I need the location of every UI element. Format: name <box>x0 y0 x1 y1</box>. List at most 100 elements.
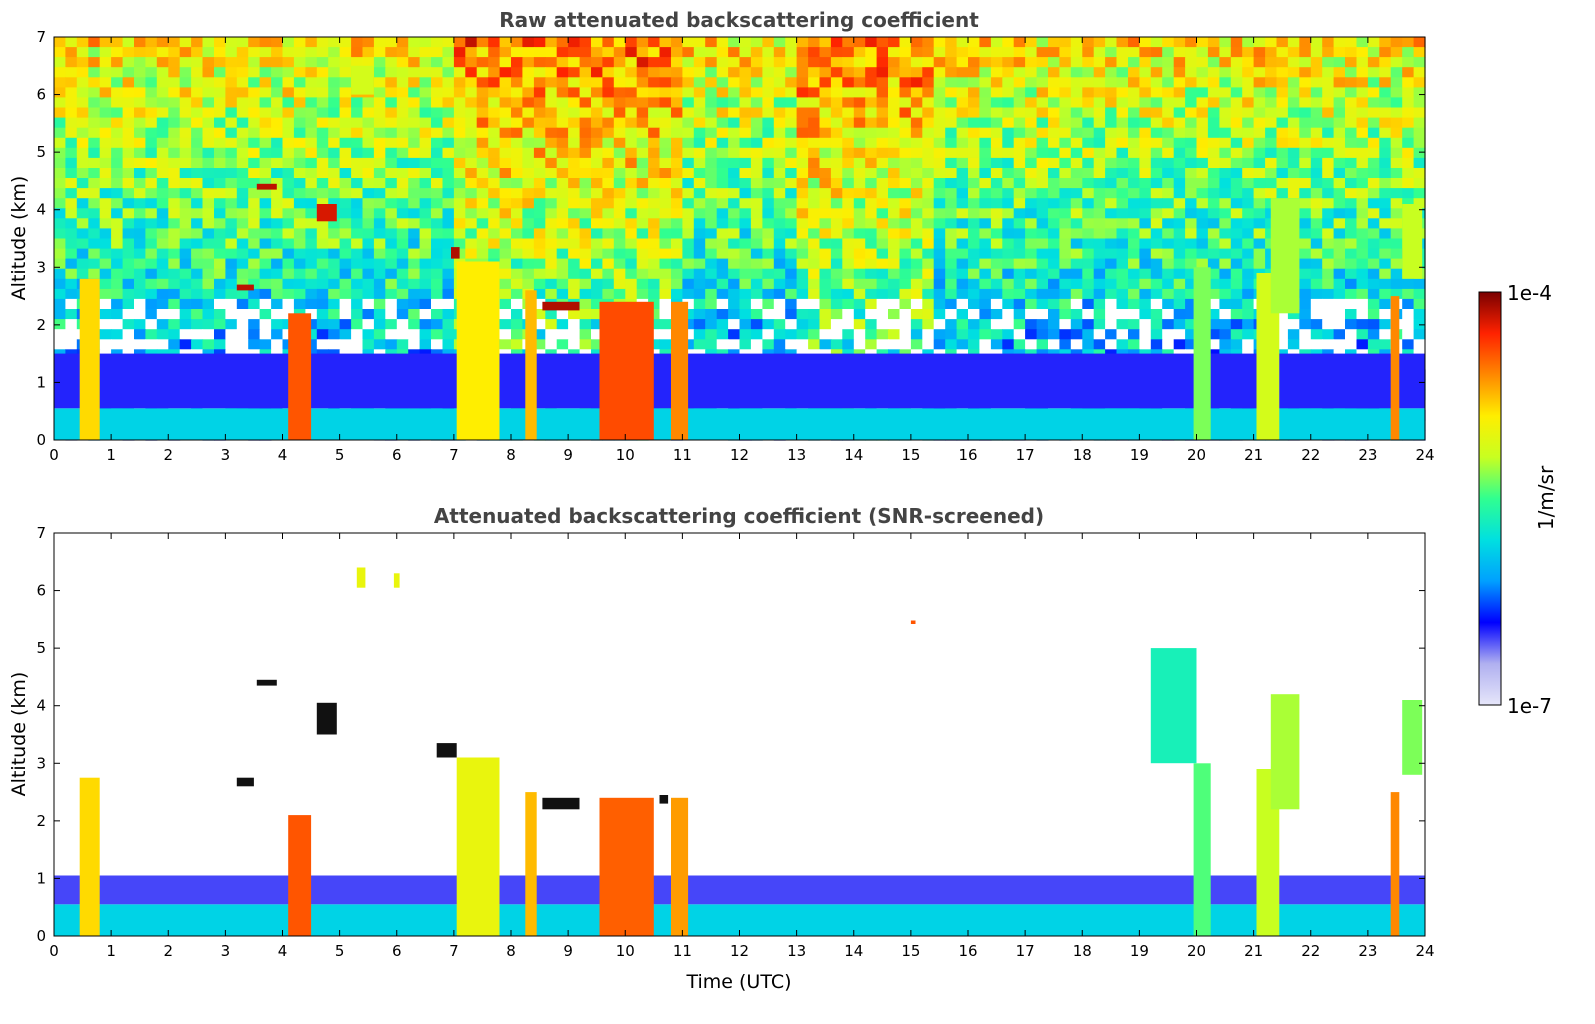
noise-cell <box>283 208 295 219</box>
noise-cell <box>1311 329 1323 340</box>
noise-cell <box>820 228 832 239</box>
noise-cell <box>934 47 946 58</box>
noise-cell <box>454 188 466 199</box>
noise-cell <box>1082 299 1094 310</box>
noise-cell <box>294 118 306 129</box>
noise-cell <box>100 168 112 179</box>
noise-cell <box>1357 279 1369 290</box>
noise-cell <box>557 47 569 58</box>
noise-cell <box>865 289 877 300</box>
noise-cell <box>979 87 991 98</box>
noise-cell <box>397 168 409 179</box>
noise-cell <box>671 77 683 88</box>
noise-cell <box>1311 239 1323 250</box>
noise-cell <box>1254 158 1266 169</box>
noise-cell <box>1048 128 1060 139</box>
noise-cell <box>1288 329 1300 340</box>
noise-cell <box>100 178 112 189</box>
noise-cell <box>1322 138 1334 149</box>
noise-cell <box>1059 319 1071 330</box>
noise-cell <box>1071 178 1083 189</box>
noise-cell <box>797 329 809 340</box>
noise-cell <box>922 138 934 149</box>
noise-cell <box>420 329 432 340</box>
noise-cell <box>682 138 694 149</box>
noise-cell <box>1059 108 1071 119</box>
noise-cell <box>842 289 854 300</box>
noise-cell <box>1037 269 1049 280</box>
noise-cell <box>1174 168 1186 179</box>
noise-cell <box>717 67 729 78</box>
noise-cell <box>408 249 420 260</box>
noise-cell <box>671 97 683 108</box>
noise-cell <box>54 198 66 209</box>
noise-cell <box>431 57 443 68</box>
noise-cell <box>1288 57 1300 68</box>
noise-cell <box>237 319 249 330</box>
noise-cell <box>968 259 980 270</box>
noise-cell <box>488 37 500 48</box>
noise-cell <box>1311 228 1323 239</box>
noise-cell <box>842 218 854 229</box>
noise-cell <box>1322 67 1334 78</box>
noise-cell <box>660 138 672 149</box>
noise-cell <box>831 67 843 78</box>
noise-cell <box>922 208 934 219</box>
noise-cell <box>968 269 980 280</box>
noise-cell <box>351 319 363 330</box>
noise-cell <box>911 299 923 310</box>
noise-cell <box>934 158 946 169</box>
noise-cell <box>1242 339 1254 350</box>
noise-cell <box>602 259 614 270</box>
noise-cell <box>443 47 455 58</box>
noise-cell <box>762 87 774 98</box>
noise-cell <box>1162 339 1174 350</box>
noise-cell <box>1094 168 1106 179</box>
noise-cell <box>488 128 500 139</box>
noise-cell <box>1048 67 1060 78</box>
noise-cell <box>979 319 991 330</box>
noise-cell <box>934 57 946 68</box>
noise-cell <box>1414 178 1426 189</box>
noise-cell <box>1242 138 1254 149</box>
noise-cell <box>842 148 854 159</box>
noise-cell <box>614 158 626 169</box>
noise-cell <box>1208 87 1220 98</box>
noise-cell <box>340 148 352 159</box>
noise-cell <box>465 87 477 98</box>
noise-cell <box>1014 239 1026 250</box>
noise-cell <box>728 77 740 88</box>
noise-cell <box>511 329 523 340</box>
noise-cell <box>1025 218 1037 229</box>
noise-cell <box>762 208 774 219</box>
noise-cell <box>1139 218 1151 229</box>
noise-cell <box>774 158 786 169</box>
noise-cell <box>1002 188 1014 199</box>
noise-cell <box>180 339 192 350</box>
noise-cell <box>420 97 432 108</box>
noise-cell <box>214 148 226 159</box>
noise-cell <box>65 168 77 179</box>
noise-cell <box>534 148 546 159</box>
noise-cell <box>534 138 546 149</box>
noise-cell <box>922 168 934 179</box>
noise-cell <box>385 329 397 340</box>
noise-cell <box>408 269 420 280</box>
noise-cell <box>248 228 260 239</box>
noise-cell <box>888 47 900 58</box>
noise-cell <box>511 299 523 310</box>
noise-cell <box>717 249 729 260</box>
noise-cell <box>1197 249 1209 260</box>
noise-cell <box>328 228 340 239</box>
noise-cell <box>443 299 455 310</box>
noise-cell <box>740 188 752 199</box>
noise-cell <box>922 188 934 199</box>
noise-cell <box>191 108 203 119</box>
noise-cell <box>111 77 123 88</box>
noise-cell <box>682 259 694 270</box>
noise-cell <box>591 178 603 189</box>
noise-cell <box>1037 108 1049 119</box>
noise-cell <box>945 168 957 179</box>
noise-cell <box>77 47 89 58</box>
noise-cell <box>614 57 626 68</box>
